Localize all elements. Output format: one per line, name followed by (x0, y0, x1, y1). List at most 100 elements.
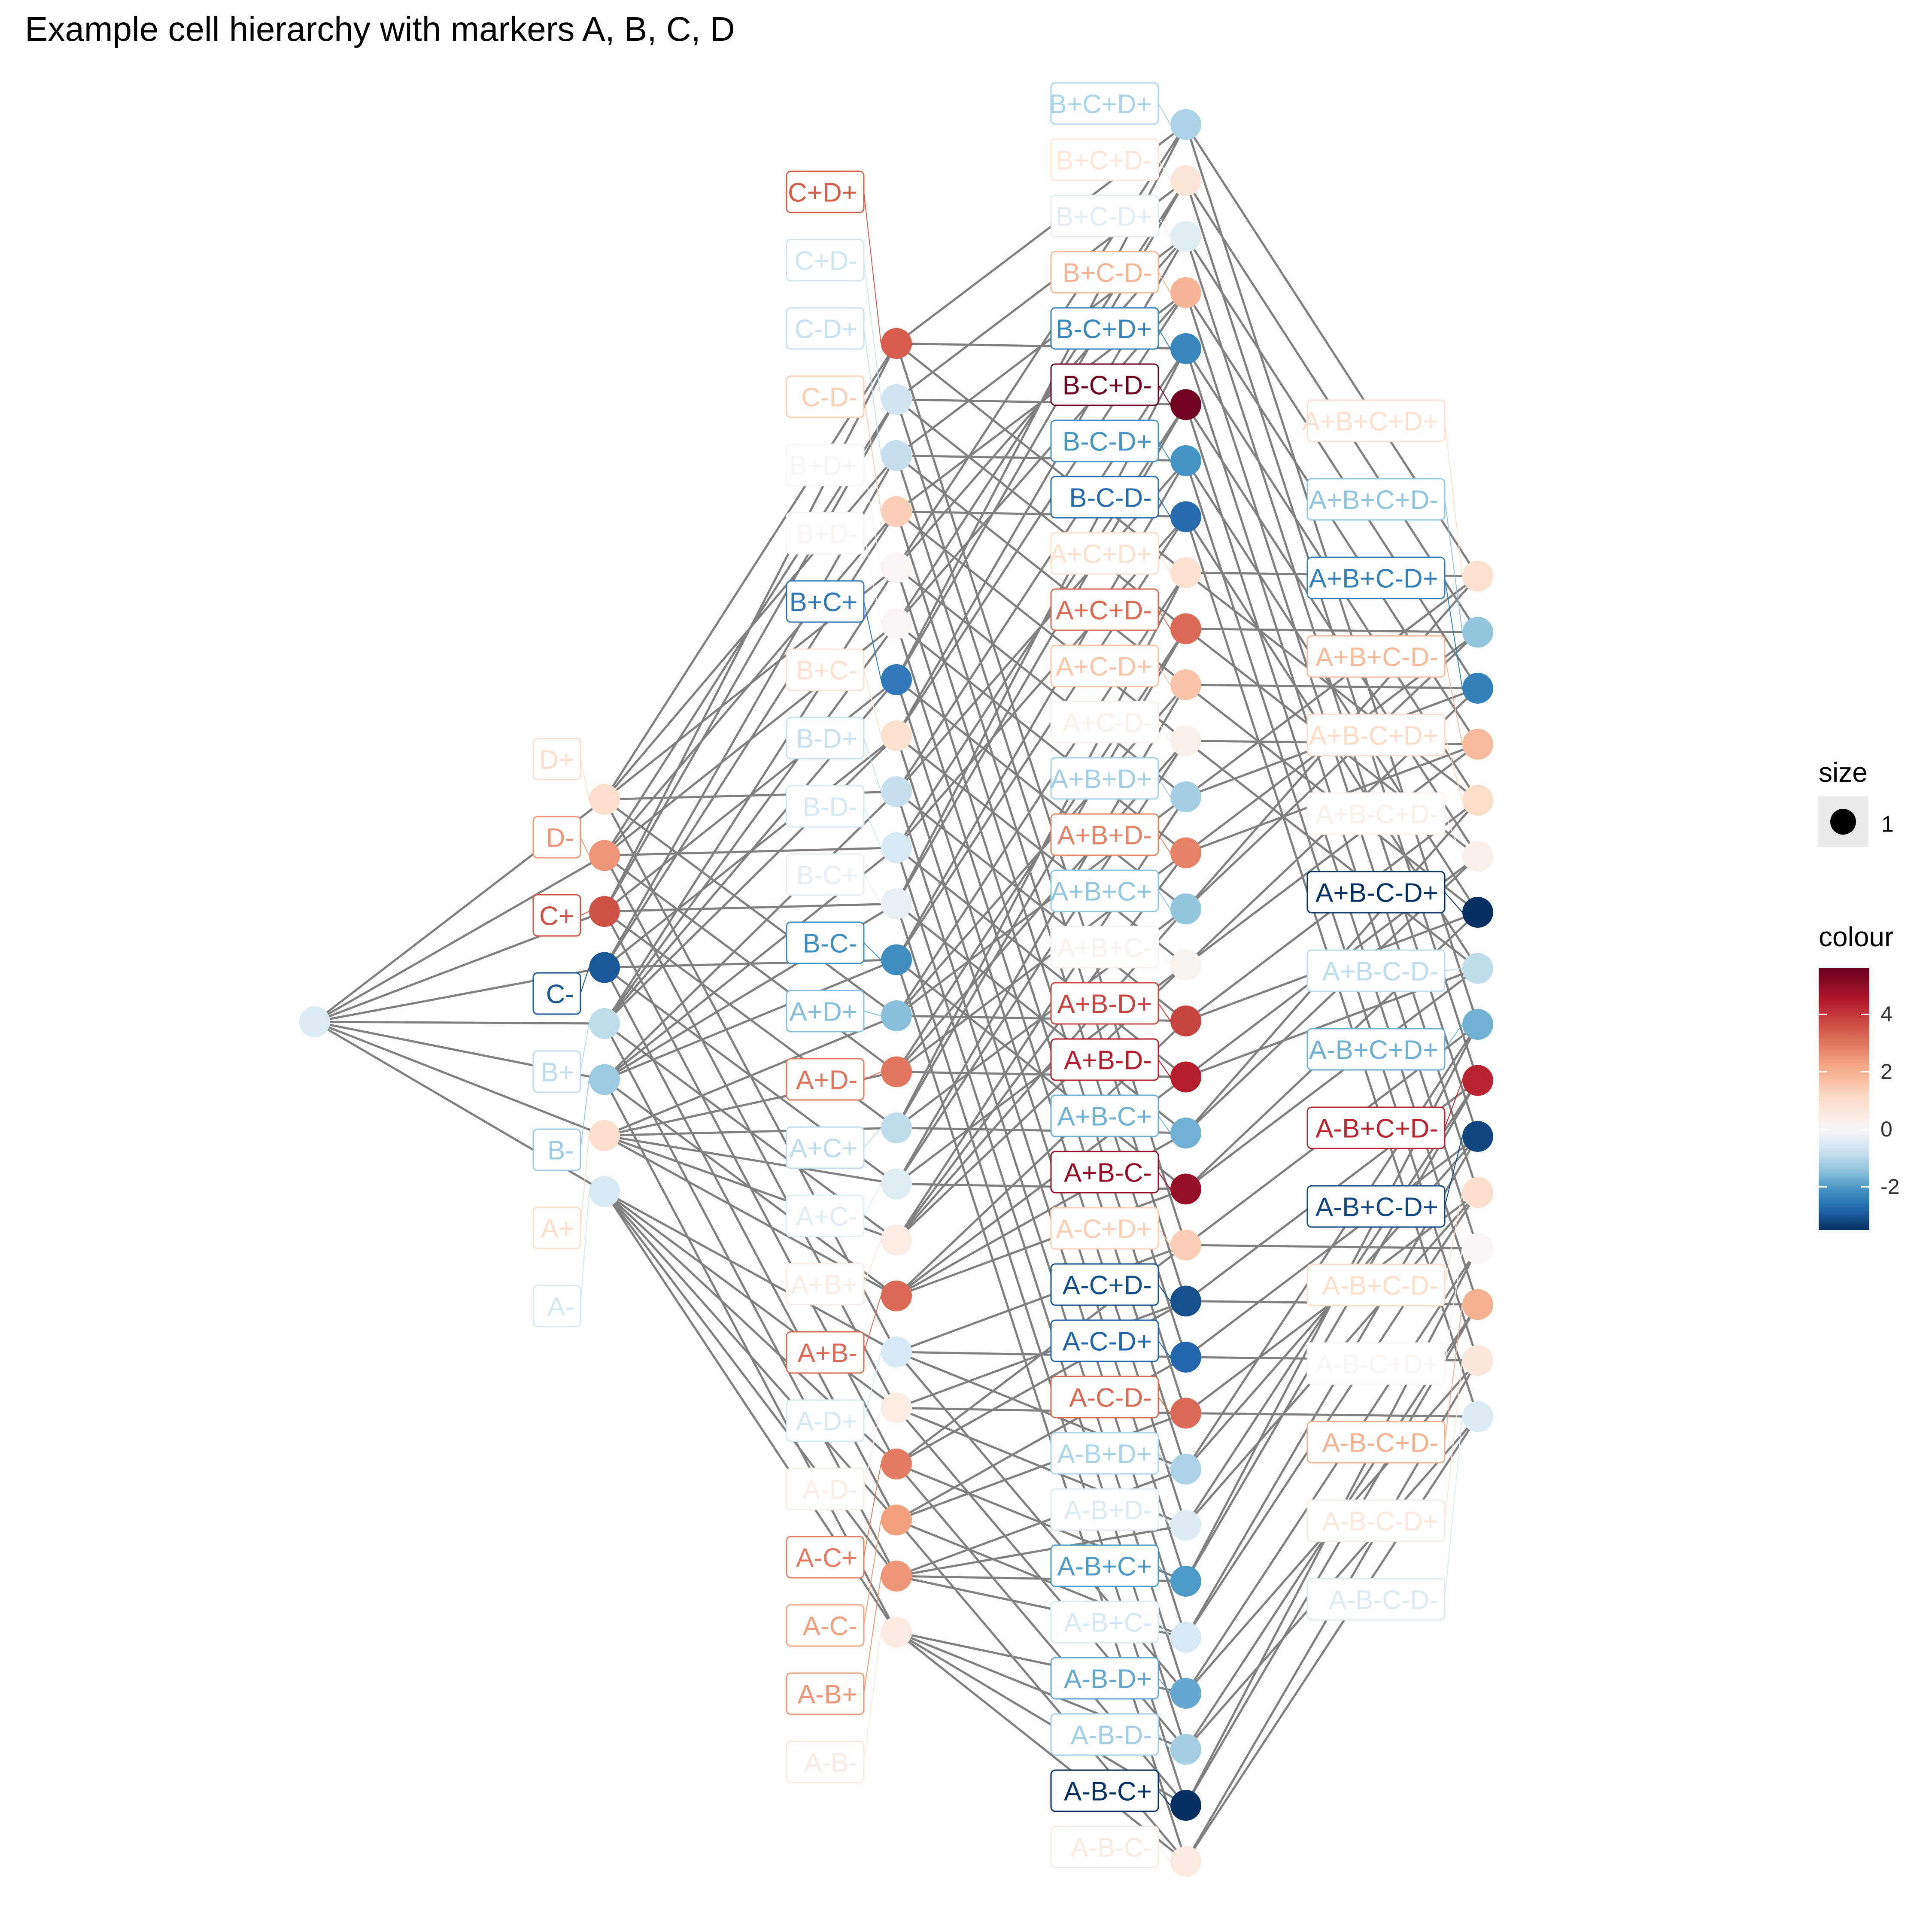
leader-line (1158, 609, 1171, 629)
node-label-group: C-D- (786, 375, 865, 418)
node-label-box (1050, 1488, 1159, 1531)
leader-line (1444, 1136, 1463, 1207)
leader-line (1158, 497, 1171, 517)
legend-colour-tickmark (1819, 1071, 1827, 1073)
edge (896, 1524, 1186, 1577)
node-label-group: A-B+C-D+ (1306, 1185, 1446, 1228)
node-label-group: B- (532, 1128, 581, 1171)
leader-line (1158, 103, 1171, 125)
node-label-box (1306, 1106, 1446, 1149)
leader-line (1158, 722, 1171, 741)
node-label-group: A+C+ (786, 1126, 865, 1169)
edge (604, 1191, 897, 1521)
node-label-box (1050, 926, 1159, 969)
node-B+C-D- (1170, 277, 1201, 308)
node-A-D- (881, 1392, 912, 1424)
node-B+D- (881, 608, 912, 639)
node-label: A+B-C+ (1057, 1102, 1152, 1132)
leader-line (580, 1079, 589, 1150)
node-label-box (1050, 532, 1159, 575)
node-label: A+B-D+ (1057, 990, 1152, 1019)
node-A-C- (881, 1504, 912, 1536)
node-label-box (1050, 644, 1159, 687)
node-label-group: A-B+D- (1050, 1488, 1159, 1531)
node-A+B-C+D- (1462, 841, 1493, 872)
node-label: A-B+D- (1064, 1496, 1152, 1525)
node-label-group: A+B+C- (1050, 926, 1159, 969)
node-label-group: B+C-D+ (1050, 194, 1159, 237)
leader-line (580, 1023, 589, 1072)
legend-colour-tickmark (1819, 1014, 1827, 1015)
node-label-group: A-B+C+ (1050, 1544, 1159, 1587)
node-B+C-D+ (1170, 221, 1201, 252)
node-label-group: B-D- (786, 785, 865, 828)
node-label-box (786, 717, 865, 759)
node-D- (589, 840, 620, 871)
leader-line (1444, 420, 1463, 577)
node-A+D- (881, 1056, 912, 1088)
edge (314, 854, 605, 1023)
edge (1185, 236, 1479, 689)
leader-line (863, 260, 881, 400)
node-label-group: A+B+C+D- (1306, 478, 1446, 521)
node-B+D+ (881, 552, 912, 583)
node-label: A+B+C- (1057, 933, 1152, 963)
node-label-group: A+B-C+D+ (1306, 714, 1446, 756)
node-label-group: A+D+ (786, 990, 865, 1033)
leader-line (1158, 553, 1171, 573)
edge (314, 1021, 605, 1137)
node-label-box (532, 972, 581, 1015)
node-A-C-D- (1170, 1397, 1201, 1429)
node-label: A-D+ (796, 1407, 857, 1437)
node-C+D- (881, 384, 912, 415)
node-A+B+C-D+ (1462, 673, 1493, 704)
node-A+D+ (881, 1000, 912, 1031)
leader-line (863, 806, 881, 848)
node-label-group: A+D- (786, 1058, 865, 1101)
node-label-box (786, 921, 865, 964)
node-label-box (786, 307, 865, 350)
node-B-D- (881, 832, 912, 863)
node-label-box (1306, 1342, 1446, 1385)
edge (1185, 967, 1479, 1190)
node-label: A+B+C-D+ (1309, 564, 1438, 594)
node-label-box (786, 580, 865, 623)
node-label-box (1306, 1185, 1446, 1228)
node-label-group: B+D- (786, 512, 865, 555)
node-label-box (1306, 1028, 1446, 1071)
node-label-box (1306, 556, 1446, 599)
node-label-box (1050, 1769, 1159, 1812)
node-A-C+D- (1170, 1285, 1201, 1317)
node-label-box (1306, 1421, 1446, 1464)
node-label-group: A+B-D+ (1050, 982, 1159, 1025)
node-label-group: A-B-C+D+ (1306, 1342, 1446, 1385)
node-label-box (786, 512, 865, 555)
node-label-group: A-B-C+ (1050, 1769, 1159, 1812)
node-label: B+C-D+ (1056, 202, 1152, 232)
leader-line (863, 1296, 881, 1353)
node-label-box (1050, 1319, 1159, 1362)
node-label: C- (546, 980, 574, 1009)
edge (1185, 1304, 1479, 1806)
node-label: A-D- (803, 1475, 857, 1505)
node-C- (589, 952, 620, 983)
node-label: B-C-D- (1069, 483, 1152, 513)
node-label-group: A-C+ (786, 1536, 865, 1579)
leader-lines-layer (580, 103, 1463, 1862)
node-label-box (1050, 813, 1159, 856)
node-A+C-D+ (1170, 669, 1201, 700)
node-label: A+B+ (791, 1270, 857, 1300)
legend-colour-tickmark (1861, 1014, 1869, 1015)
leader-line (1158, 1115, 1171, 1133)
edge (1185, 1080, 1479, 1582)
node-label-box (786, 1331, 865, 1374)
node-label: B+C- (796, 656, 857, 686)
node-label-group: B+C-D- (1050, 251, 1159, 294)
node-A-B+ (881, 1561, 912, 1592)
leader-line (863, 601, 881, 680)
leader-line (1158, 272, 1171, 293)
node-label: B+ (541, 1058, 574, 1088)
leader-line (863, 1239, 881, 1285)
node-label-group: D- (532, 816, 581, 859)
leader-line (1444, 813, 1463, 857)
